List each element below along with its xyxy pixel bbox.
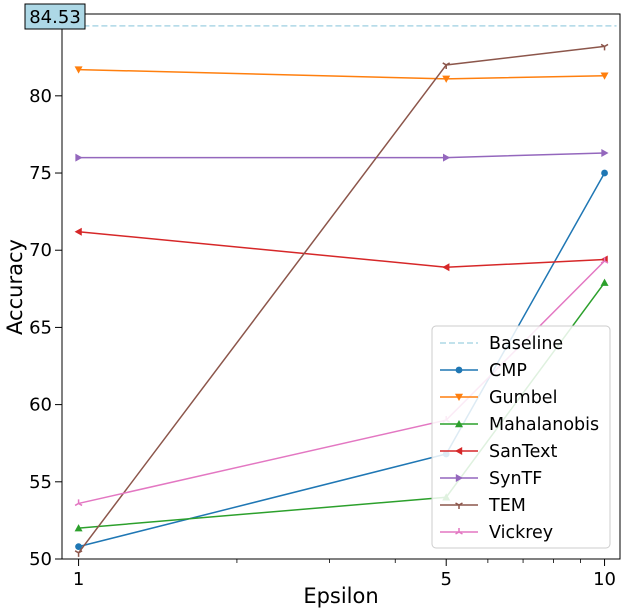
baseline-label-box [24, 3, 86, 30]
series-gumbel [74, 66, 609, 83]
legend-marker-cmp [455, 366, 463, 374]
data-point-tem-0 [74, 550, 83, 557]
x-tick-label: 1 [73, 569, 84, 590]
data-point-tem-1 [442, 62, 451, 69]
legend-item-tem: TEM [440, 496, 526, 516]
legend-label-syntf: SynTF [489, 469, 542, 489]
data-point-syntf-1 [443, 153, 451, 162]
y-tick-label: 60 [29, 395, 52, 416]
x-axis-title: Epsilon [303, 584, 378, 608]
series-line-syntf [78, 152, 605, 159]
data-point-gumbel-0 [74, 66, 83, 74]
series-tem [74, 43, 609, 557]
data-point-santext-0 [74, 227, 82, 236]
x-tick-label: 10 [593, 569, 616, 590]
data-point-vickrey-0 [74, 499, 83, 507]
legend-marker-syntf [455, 474, 463, 482]
baseline-label-text: 84.53 [29, 7, 81, 28]
series-santext [74, 227, 608, 272]
data-point-syntf-0 [75, 153, 83, 162]
legend-box [431, 325, 611, 549]
data-point-vickrey-2 [600, 257, 609, 264]
baseline-value-label: 84.53 [24, 3, 86, 30]
axis-layer: 1 5 10 50 55 60 65 70 75 80 [29, 86, 616, 590]
data-point-gumbel-1 [442, 75, 451, 83]
data-point-mahalanobis-0 [74, 524, 83, 532]
legend-marker-gumbel [455, 393, 463, 401]
data-point-santext-1 [442, 263, 450, 272]
legend-item-santext: SanText [440, 442, 557, 462]
data-point-syntf-2 [601, 148, 609, 157]
y-tick-label: 55 [29, 472, 52, 493]
legend-label-santext: SanText [489, 442, 557, 462]
y-axis-title: Accuracy [3, 239, 27, 335]
y-tick-label: 50 [29, 549, 52, 570]
series-line-gumbel [78, 68, 605, 80]
series-line-santext [78, 230, 605, 268]
legend-item-cmp: CMP [440, 361, 527, 381]
y-tick-label: 65 [29, 317, 52, 338]
legend: Baseline CMP Gumbel Mahalanobis SanText SynTF… [431, 325, 611, 549]
legend-marker-mahalanobis [455, 420, 463, 428]
legend-label-vickrey: Vickrey [489, 523, 553, 543]
legend-label-cmp: CMP [489, 361, 527, 381]
legend-item-syntf: SynTF [440, 469, 542, 489]
legend-label-mahalanobis: Mahalanobis [489, 415, 599, 435]
data-point-cmp-0 [75, 543, 82, 551]
legend-marker-vickrey [455, 528, 463, 535]
x-tick-label: 5 [440, 569, 451, 590]
data-point-mahalanobis-2 [600, 278, 609, 286]
series-syntf [75, 148, 609, 162]
data-point-gumbel-2 [600, 72, 609, 80]
data-point-cmp-2 [601, 169, 608, 177]
y-tick-label: 80 [29, 86, 52, 107]
plot-frame [61, 13, 621, 560]
legend-item-gumbel: Gumbel [440, 388, 557, 408]
y-tick-label: 70 [29, 240, 52, 261]
legend-marker-santext [455, 447, 463, 455]
y-tick-label: 75 [29, 163, 52, 184]
legend-label-baseline: Baseline [489, 334, 563, 354]
legend-item-vickrey: Vickrey [440, 523, 553, 543]
legend-item-baseline: Baseline [440, 334, 563, 354]
legend-item-mahalanobis: Mahalanobis [440, 415, 599, 435]
legend-label-tem: TEM [488, 496, 526, 516]
data-point-tem-2 [600, 43, 609, 51]
legend-label-gumbel: Gumbel [489, 388, 557, 408]
legend-marker-tem [455, 502, 463, 509]
